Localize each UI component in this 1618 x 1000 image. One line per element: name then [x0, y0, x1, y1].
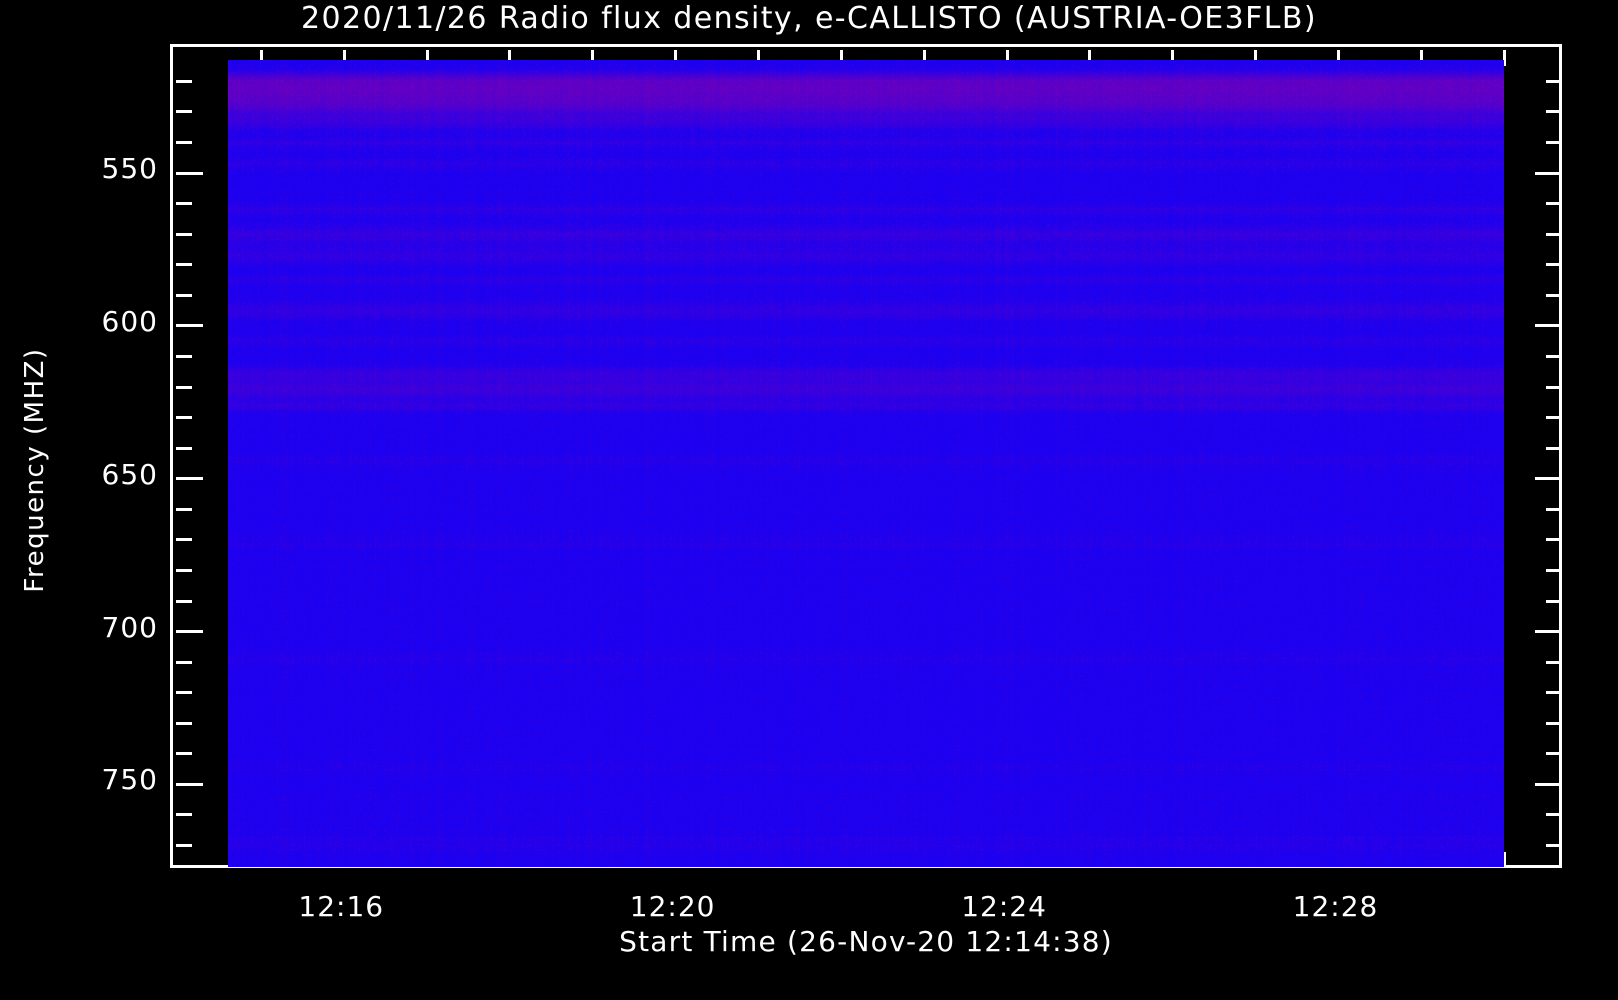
- x-tick-label-12-24: 12:24: [961, 890, 1047, 923]
- y-axis-title: Frequency (MHZ): [20, 347, 50, 593]
- y-axis-tick-labels: 550 600 650 700 750: [0, 0, 158, 1000]
- y-minor-tick-770: [176, 844, 192, 848]
- y-major-tick-550: [176, 171, 203, 175]
- x-minor-tick-top-30: [1502, 50, 1506, 66]
- y-minor-tick-right-560: [1546, 202, 1562, 206]
- y-minor-tick-660: [176, 507, 192, 511]
- y-minor-tick-730: [176, 721, 192, 725]
- y-minor-tick-690: [176, 599, 192, 603]
- y-minor-tick-right-610: [1546, 354, 1562, 358]
- spectrogram-image: [228, 60, 1504, 867]
- y-minor-tick-right-740: [1546, 752, 1562, 756]
- y-major-tick-right-700: [1535, 630, 1562, 634]
- y-major-tick-600: [176, 324, 203, 328]
- y-tick-label-600: 600: [101, 304, 158, 338]
- y-minor-tick-670: [176, 538, 192, 542]
- x-tick-label-12-20: 12:20: [629, 890, 716, 923]
- y-major-tick-right-650: [1535, 477, 1562, 481]
- x-minor-tick-top-29: [1419, 50, 1423, 66]
- y-tick-label-650: 650: [101, 457, 158, 491]
- y-minor-tick-740: [176, 752, 192, 756]
- y-minor-tick-right-670: [1546, 538, 1562, 542]
- y-minor-tick-right-710: [1546, 660, 1562, 664]
- y-minor-tick-right-540: [1546, 140, 1562, 144]
- y-major-tick-750: [176, 782, 203, 786]
- y-minor-tick-530: [176, 110, 192, 114]
- y-minor-tick-760: [176, 813, 192, 817]
- y-minor-tick-right-730: [1546, 721, 1562, 725]
- x-axis-title: Start Time (26-Nov-20 12:14:38): [619, 925, 1113, 958]
- x-minor-tick-top-26: [1171, 50, 1175, 66]
- y-minor-tick-620: [176, 385, 192, 389]
- x-tick-label-12-28: 12:28: [1292, 890, 1379, 923]
- y-minor-tick-right-530: [1546, 110, 1562, 114]
- y-minor-tick-720: [176, 691, 192, 695]
- y-minor-tick-right-690: [1546, 599, 1562, 603]
- x-minor-tick-top-18: [508, 50, 512, 66]
- y-major-tick-right-600: [1535, 324, 1562, 328]
- y-tick-label-550: 550: [101, 152, 158, 186]
- y-minor-tick-right-760: [1546, 813, 1562, 817]
- y-minor-tick-630: [176, 416, 192, 420]
- y-minor-tick-right-770: [1546, 844, 1562, 848]
- y-minor-tick-right-720: [1546, 691, 1562, 695]
- y-minor-tick-right-580: [1546, 263, 1562, 267]
- y-tick-label-750: 750: [101, 763, 158, 797]
- y-minor-tick-right-630: [1546, 416, 1562, 420]
- y-minor-tick-590: [176, 293, 192, 297]
- y-major-tick-700: [176, 630, 203, 634]
- y-minor-tick-right-640: [1546, 446, 1562, 450]
- y-minor-tick-640: [176, 446, 192, 450]
- y-minor-tick-right-570: [1546, 232, 1562, 236]
- spectrogram-canvas: [228, 60, 1504, 867]
- y-minor-tick-right-660: [1546, 507, 1562, 511]
- y-major-tick-right-550: [1535, 171, 1562, 175]
- y-minor-tick-580: [176, 263, 192, 267]
- x-minor-tick-top-17: [425, 50, 429, 66]
- y-major-tick-650: [176, 477, 203, 481]
- y-minor-tick-560: [176, 202, 192, 206]
- y-minor-tick-right-590: [1546, 293, 1562, 297]
- y-minor-tick-right-620: [1546, 385, 1562, 389]
- x-minor-tick-top-27: [1254, 50, 1258, 66]
- y-minor-tick-570: [176, 232, 192, 236]
- x-minor-tick-30: [1502, 852, 1506, 868]
- y-minor-tick-710: [176, 660, 192, 664]
- x-minor-tick-top-19: [591, 50, 595, 66]
- y-minor-tick-610: [176, 354, 192, 358]
- x-minor-tick-top-21: [757, 50, 761, 66]
- y-minor-tick-520: [176, 79, 192, 83]
- y-tick-label-700: 700: [101, 610, 158, 644]
- x-tick-label-12-16: 12:16: [298, 890, 385, 923]
- y-minor-tick-right-520: [1546, 79, 1562, 83]
- x-minor-tick-top-23: [922, 50, 926, 66]
- page-title: 2020/11/26 Radio flux density, e-CALLIST…: [301, 1, 1317, 36]
- y-minor-tick-680: [176, 568, 192, 572]
- x-minor-tick-top-15: [259, 50, 263, 66]
- x-minor-tick-top-22: [839, 50, 843, 66]
- y-minor-tick-540: [176, 140, 192, 144]
- y-major-tick-right-750: [1535, 782, 1562, 786]
- x-minor-tick-top-25: [1088, 50, 1092, 66]
- y-minor-tick-right-680: [1546, 568, 1562, 572]
